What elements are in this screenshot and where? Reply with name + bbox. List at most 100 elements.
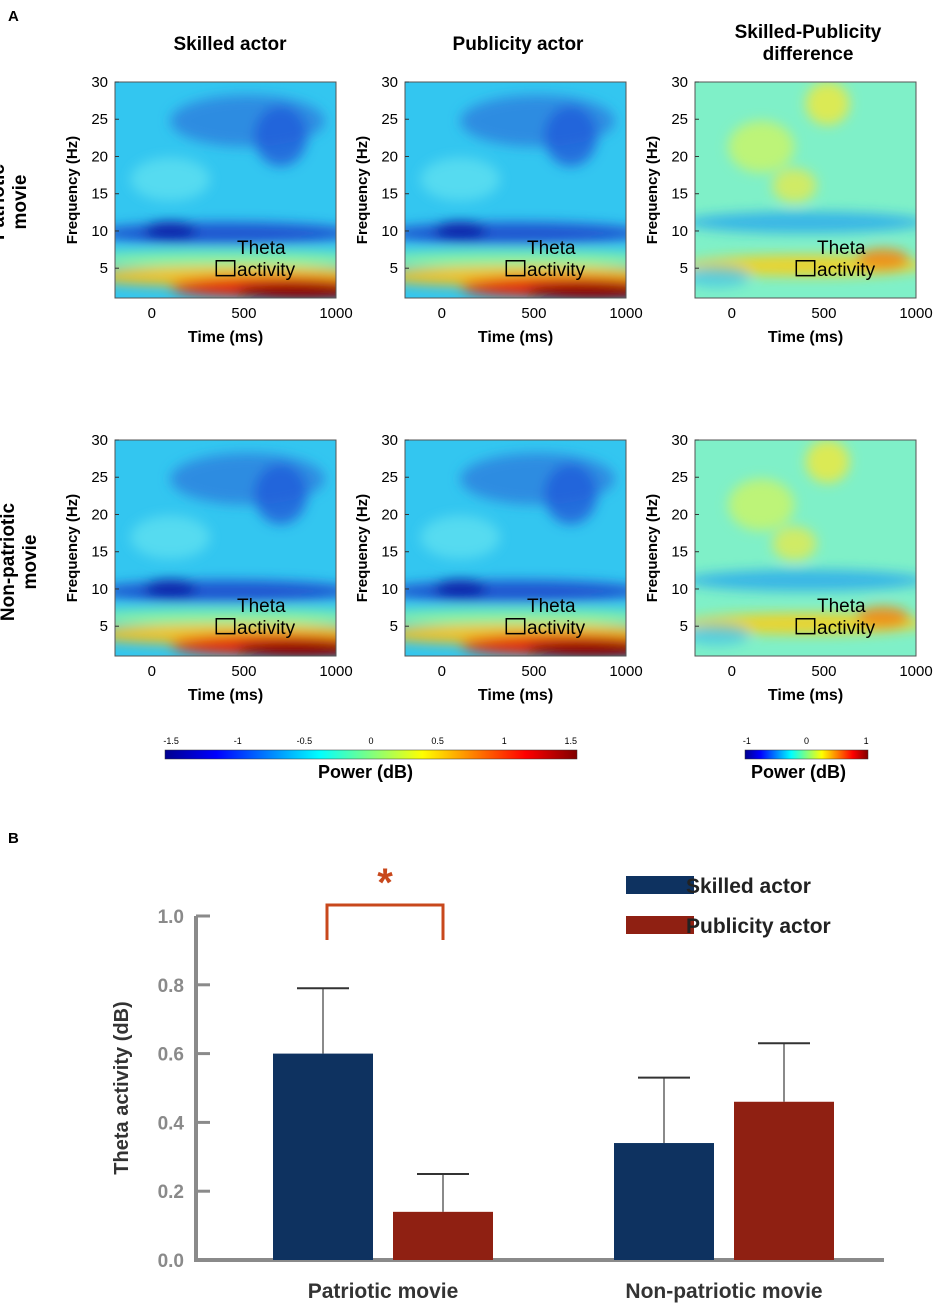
xtick-label: 0 [728,663,736,680]
theta-annotation: Theta activity [817,596,876,639]
colorbar-main-title: Power (dB) [318,762,414,782]
ytick-label: 20 [91,506,108,523]
xtick-label: 1000 [319,305,352,322]
bar-ytick-label: 0.6 [158,1045,184,1066]
colorbar-tick: -1.5 [163,736,179,746]
bar-ytick-label: 0.0 [158,1251,184,1272]
ytick-label: 10 [381,581,398,598]
xlabel: Time (ms) [478,329,553,346]
ytick-label: 5 [390,618,398,635]
theta-annotation: Theta activity [237,238,296,281]
xtick-label: 1000 [609,305,642,322]
legend-label: Skilled actor [686,875,811,898]
colorbar-main: -1.5 -1 -0.5 0 0.5 1 1.5 [163,736,578,760]
colorbar-tick: 1.5 [565,736,578,746]
ytick-label: 10 [671,581,688,598]
ytick-label: 15 [671,186,688,203]
ylabel: Frequency (Hz) [644,494,661,602]
bar-ytick-label: 1.0 [158,907,184,928]
panel-b-label: B [8,830,19,847]
xtick-label: 500 [521,305,546,322]
bar-chart: 0.0 0.2 0.4 0.6 0.8 1.0 Theta activity (dB) Pat… [111,861,884,1303]
theta-annotation: Theta activity [237,596,296,639]
xtick-label: 0 [148,663,156,680]
theta-box [215,618,236,635]
theta-annotation: Theta activity [527,238,586,281]
theta-box [505,260,526,277]
xtick-label: 1000 [609,663,642,680]
theta-annotation: Theta activity [817,238,876,281]
ytick-label: 30 [671,432,688,449]
ylabel: Frequency (Hz) [354,494,371,602]
xtick-label: 500 [231,305,256,322]
legend-label: Publicity actor [686,915,831,938]
xlabel: Time (ms) [768,687,843,704]
colorbar-tick: 0.5 [431,736,444,746]
ytick-label: 20 [381,506,398,523]
theta-box [505,618,526,635]
spectrogram-panel-0-0: 30 25 20 15 10 5 0 500 1000 Frequency (Hz) Time (m… [64,74,353,346]
bar-ytick-label: 0.8 [158,976,184,997]
xtick-label: 500 [231,663,256,680]
ytick-label: 5 [680,260,688,277]
bar [273,1053,373,1260]
ytick-label: 20 [671,506,688,523]
ytick-label: 25 [91,111,108,128]
colorbar-tick: 1 [864,736,869,746]
bar-ytick-label: 0.4 [158,1113,185,1134]
bar-ylabel: Theta activity (dB) [111,1001,133,1174]
xlabel: Time (ms) [188,687,263,704]
ytick-label: 30 [381,432,398,449]
xlabel: Time (ms) [768,329,843,346]
theta-box [795,260,816,277]
ytick-label: 30 [671,74,688,91]
ytick-label: 15 [671,544,688,561]
theta-annotation: Theta activity [527,596,586,639]
xtick-label: 500 [521,663,546,680]
ytick-label: 30 [91,432,108,449]
ytick-label: 10 [381,223,398,240]
xtick-label: 0 [438,663,446,680]
spectrogram-panel-0-1: 30 25 20 15 10 5 0 500 1000 Frequency (Hz) Time (m… [64,432,353,704]
significance-bracket [325,903,445,940]
significance-star: * [377,861,393,905]
theta-box [215,260,236,277]
ytick-label: 5 [100,618,108,635]
ytick-label: 20 [381,148,398,165]
ytick-label: 25 [381,111,398,128]
colorbar-tick: -1 [234,736,242,746]
colorbar-diff: -1 0 1 [743,736,869,760]
ylabel: Frequency (Hz) [354,136,371,244]
ytick-label: 10 [671,223,688,240]
bar-ytick-label: 0.2 [158,1182,184,1203]
xtick-label: 0 [728,305,736,322]
xtick-label: 500 [811,305,836,322]
xlabel: Time (ms) [478,687,553,704]
ytick-label: 20 [671,148,688,165]
spectrogram-panel-1-0: 30 25 20 15 10 5 0 500 1000 Frequency (Hz) Time (m… [354,74,643,346]
colorbar-diff-title: Power (dB) [751,762,847,782]
ytick-label: 25 [381,469,398,486]
ytick-label: 15 [91,186,108,203]
bar [393,1211,493,1260]
colorbar-tick: -1 [743,736,751,746]
theta-box [795,618,816,635]
ytick-label: 5 [390,260,398,277]
ytick-label: 30 [91,74,108,91]
ylabel: Frequency (Hz) [64,494,81,602]
column-title-difference: Skilled-Publicity difference [734,22,882,65]
xtick-label: 1000 [899,663,932,680]
spectrogram-panel-2-1: 30 25 20 15 10 5 0 500 1000 Frequency (Hz) Time (m… [644,432,933,704]
ytick-label: 25 [671,469,688,486]
colorbar-tick: 0 [368,736,373,746]
ytick-label: 15 [381,186,398,203]
column-title-skilled: Skilled actor [173,34,287,55]
ylabel: Frequency (Hz) [64,136,81,244]
xtick-label: 1000 [899,305,932,322]
xlabel: Time (ms) [188,329,263,346]
ytick-label: 25 [671,111,688,128]
ytick-label: 15 [91,544,108,561]
ytick-label: 30 [381,74,398,91]
xtick-label: 0 [438,305,446,322]
ytick-label: 5 [680,618,688,635]
